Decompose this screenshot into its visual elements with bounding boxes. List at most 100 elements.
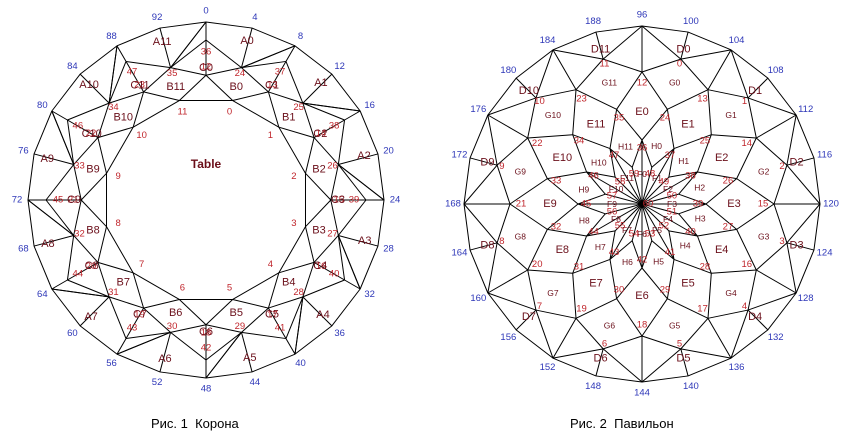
crown-edge	[305, 226, 315, 263]
pavilion-edge	[572, 89, 577, 135]
crown-edge	[302, 279, 345, 298]
pavilion-edge	[616, 298, 643, 337]
pavilion-edge	[577, 193, 606, 205]
crown-edge	[313, 137, 339, 165]
crown-facet-c-label: C8	[85, 260, 99, 272]
crown-vertex-label: 29	[235, 321, 246, 332]
pavilion-index-label: 164	[452, 247, 468, 258]
pavilion-vertex-label: 41	[665, 247, 676, 258]
pavilion-edge	[747, 269, 757, 311]
pavilion-index-label: 176	[470, 104, 486, 115]
pavilion-index-label: 168	[445, 199, 461, 210]
crown-vertex-label: 43	[127, 323, 138, 334]
crown-table-label: Table	[191, 157, 222, 171]
pavilion-edge	[595, 31, 604, 60]
crown-edge	[344, 279, 361, 290]
pavilion-edge	[535, 89, 577, 99]
pavilion-edge	[572, 273, 577, 319]
pavilion-edge	[786, 114, 797, 166]
pavilion-vertex-label: 12	[637, 78, 648, 89]
pavilion-edge	[641, 240, 653, 269]
crown-index-label: 20	[383, 146, 394, 157]
crown-edge	[108, 296, 144, 309]
pavilion-facet-d-label: D7	[522, 311, 536, 323]
pavilion-edge	[641, 203, 675, 260]
pavilion-facet-g-label: G6	[604, 321, 616, 331]
crown-edge	[268, 91, 304, 104]
pavilion-facet-h-label: H0	[651, 141, 662, 151]
pavilion-edge	[509, 178, 548, 205]
pavilion-edge	[496, 203, 511, 243]
pavilion-edge	[616, 71, 643, 110]
pavilion-vertex-label: 43	[609, 247, 620, 258]
crown-edge	[73, 164, 82, 201]
pavilion-edge	[786, 242, 797, 294]
crown-edge	[108, 91, 144, 104]
pavilion-vertex-label: 7	[537, 301, 542, 312]
crown-facet-b-label: B8	[86, 224, 99, 236]
crown-edge	[51, 110, 75, 165]
pavilion-vertex-label: 56	[607, 207, 618, 218]
pavilion-edge	[609, 203, 643, 260]
pavilion-vertex-label: 5	[677, 339, 682, 350]
pavilion-index-label: 140	[683, 381, 699, 392]
crown-edge	[330, 164, 339, 201]
pavilion-edge	[697, 171, 737, 180]
pavilion-edge	[496, 165, 511, 205]
pavilion-vertex-label: 31	[574, 261, 585, 272]
crown-edge	[116, 45, 127, 62]
crown-facet-b-label: B6	[169, 307, 182, 319]
pavilion-edge	[602, 348, 643, 383]
crown-index-label: 60	[67, 328, 78, 339]
crown-edge	[79, 73, 110, 104]
pavilion-index-label: 156	[500, 332, 516, 343]
pavilion-facet-h-label: H5	[653, 257, 664, 267]
crown-facet-a-label: A2	[357, 150, 370, 162]
crown-edge	[170, 21, 207, 68]
pavilion-edge	[572, 235, 588, 274]
pavilion-facet-h-label: H2	[694, 182, 705, 192]
pavilion-facet-f-label: F9	[607, 199, 617, 209]
pavilion-facet-h-label: H6	[622, 257, 633, 267]
pavilion-edge	[509, 203, 548, 230]
crown-vertex-label: 1	[268, 130, 273, 141]
crown-edge	[313, 119, 345, 139]
crown-edge	[338, 234, 379, 247]
pavilion-edge	[711, 134, 757, 139]
crown-edge	[313, 261, 345, 281]
pavilion-edge	[631, 139, 643, 168]
crown-facet-a-label: A11	[153, 36, 172, 48]
pavilion-edge	[547, 171, 587, 180]
crown-edge	[159, 332, 172, 373]
pavilion-vertex-label: 33	[551, 175, 562, 186]
crown-index-label: 76	[18, 146, 29, 157]
crown-facet-b-label: B11	[166, 81, 185, 93]
pavilion-facet-d-label: D11	[591, 43, 610, 55]
pavilion-edge	[707, 309, 749, 319]
crown-vertex-label: 28	[293, 287, 304, 298]
crown-facet-b-label: B1	[282, 111, 295, 123]
crown-edge	[302, 73, 333, 104]
crown-edge	[143, 91, 180, 101]
pavilion-edge	[487, 97, 537, 116]
crown-edge	[302, 262, 315, 298]
pavilion-facet-e-label: E9	[543, 198, 556, 210]
pavilion-edge	[641, 58, 681, 73]
pavilion-facet-g-label: G3	[758, 232, 770, 242]
crown-edge	[205, 332, 242, 379]
crown-edge	[73, 137, 99, 165]
pavilion-edge	[575, 58, 604, 91]
crown-edge	[125, 61, 145, 93]
pavilion-index-label: 172	[452, 150, 468, 161]
pavilion-edge	[755, 137, 788, 166]
crown-facet-c-label: C0	[199, 62, 213, 74]
pavilion-edge	[747, 292, 797, 311]
crown-vertex-label: 16	[316, 261, 327, 272]
pavilion-edge	[747, 77, 769, 99]
pavilion-edge	[463, 203, 498, 244]
pavilion-edge	[586, 230, 616, 237]
pavilion-facet-f-label: F2	[663, 184, 673, 194]
crown-edge	[267, 272, 280, 309]
pavilion-index-label: 116	[817, 150, 832, 161]
crown-facet-c-label: C9	[67, 194, 81, 206]
